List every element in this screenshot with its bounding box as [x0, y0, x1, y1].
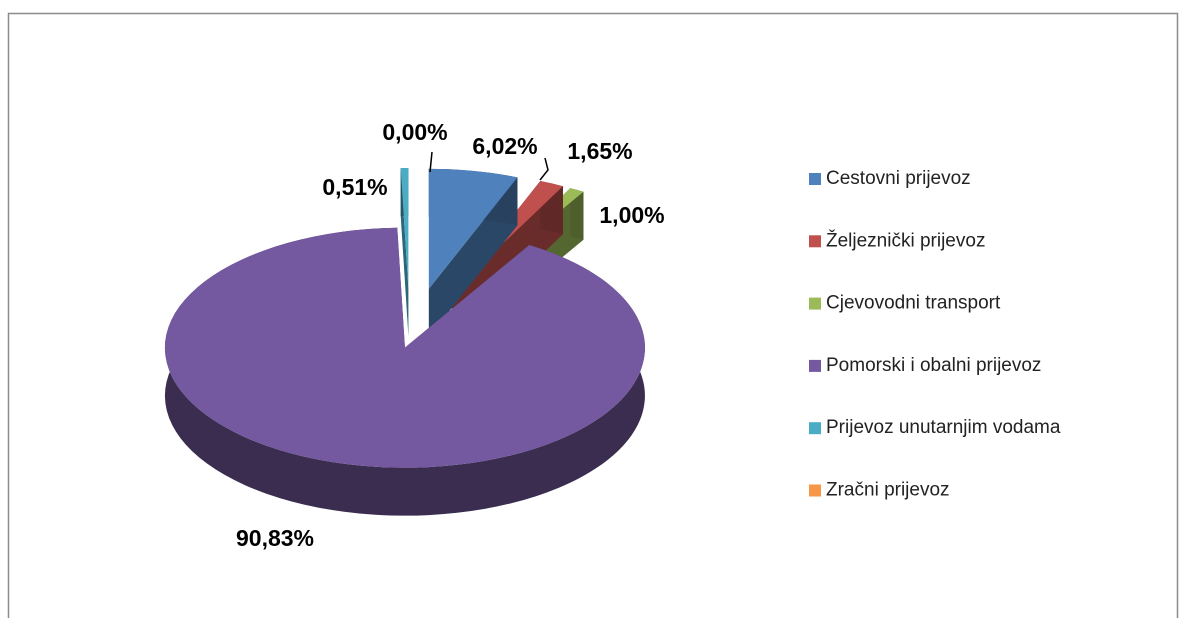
legend-label: Zračni prijevoz	[826, 480, 950, 501]
legend-swatch	[809, 297, 821, 310]
legend-label: Pomorski i obalni prijevoz	[826, 355, 1041, 376]
legend-swatch	[809, 484, 821, 497]
legend-label: Željeznički prijevoz	[826, 229, 985, 251]
slice	[164, 227, 645, 468]
legend-swatch	[809, 173, 821, 185]
data-label: 90,83%	[236, 525, 314, 551]
legend-swatch	[809, 422, 821, 435]
data-label: 0,51%	[322, 174, 387, 200]
legend-label: Cestovni prijevoz	[826, 168, 971, 189]
slice	[400, 168, 409, 289]
chart-frame	[7, 12, 1179, 618]
data-label: 6,02%	[472, 133, 537, 159]
data-label: 1,00%	[599, 202, 664, 228]
leader-line	[429, 151, 433, 173]
legend-swatch	[809, 235, 821, 248]
data-label: 0,00%	[382, 119, 447, 145]
data-label: 1,65%	[567, 138, 632, 164]
slice-group	[164, 227, 645, 516]
slice-group	[428, 168, 518, 337]
legend-label: Cjevovodni transport	[826, 293, 1001, 314]
leader-line	[539, 157, 549, 181]
legend-label: Prijevoz unutarnjim vodama	[826, 417, 1061, 438]
slice	[428, 168, 518, 289]
legend-swatch	[809, 359, 821, 372]
slice-group	[400, 168, 409, 337]
slice-side	[570, 188, 584, 240]
